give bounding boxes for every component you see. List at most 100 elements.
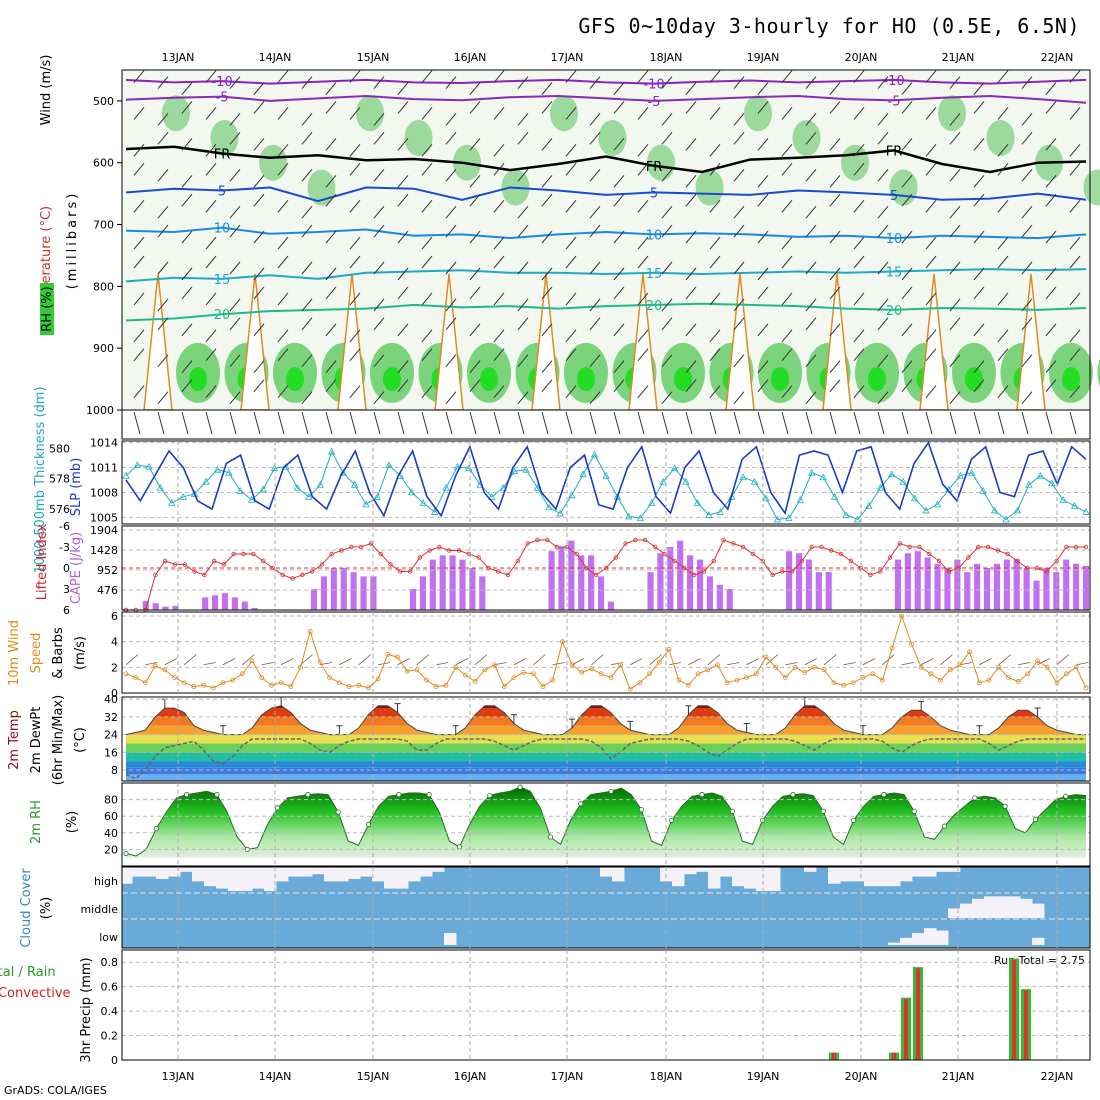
cloud-cover-block: [948, 908, 961, 918]
wind10m-point: [336, 680, 342, 686]
surface-wind-barb: [565, 411, 573, 435]
wind-barb: [949, 76, 961, 89]
cloud-panel: Cloud Cover (%) high middle low: [19, 866, 1091, 949]
cape-bar: [320, 576, 328, 610]
wind-barb: [541, 193, 553, 207]
lifted-index-point: [662, 551, 667, 557]
wind-barb: [373, 168, 385, 182]
ytick-label: 700: [93, 219, 114, 232]
cape-bar: [934, 563, 941, 610]
precip-convective-bar: [892, 1052, 896, 1060]
surface-wind-barb: [973, 411, 981, 435]
wind-barb: [757, 360, 769, 374]
lifted-index-point: [319, 562, 325, 567]
cloud-cover-block: [852, 867, 865, 882]
wind10m-barb: [203, 662, 216, 666]
lifted-index-point: [887, 555, 893, 560]
wind-barb: [781, 144, 793, 157]
wind-barb: [301, 298, 313, 312]
wind-barb: [157, 113, 169, 126]
wind-barb: [949, 261, 961, 275]
wind-barb: [709, 144, 721, 157]
wind-barb: [589, 391, 601, 404]
wind-barb: [517, 298, 529, 312]
wind-barb: [949, 298, 961, 312]
wind-barb: [277, 107, 289, 120]
cloud-cover-block: [120, 867, 133, 884]
thickness-point: [248, 496, 256, 503]
lifted-index-point: [642, 537, 648, 543]
wind10m-barb: [552, 662, 565, 666]
wind-barb: [205, 329, 217, 343]
thickness-point: [796, 496, 804, 503]
wind-barb: [157, 76, 169, 89]
wind10m-barb: [397, 658, 410, 666]
wind10m-barb: [222, 658, 236, 666]
lifted-index-point: [613, 555, 618, 560]
cape-bar: [1073, 563, 1080, 610]
wind-barb: [157, 261, 169, 275]
ytick-label: 0: [111, 687, 118, 700]
lifted-index-point: [1005, 551, 1010, 557]
wind10m-point: [307, 629, 313, 634]
cloud-cover-block: [972, 898, 985, 918]
surface-wind-barb: [805, 411, 813, 435]
wind-barb: [349, 144, 361, 157]
wind10m-point: [938, 677, 943, 683]
wind10m-point: [831, 680, 837, 686]
lifted-index-point: [780, 569, 785, 574]
cape-bar: [944, 567, 951, 610]
wind-barb: [733, 298, 745, 312]
wind10m-point: [453, 664, 459, 670]
isotherm-label: -5: [216, 91, 229, 106]
cape-bar: [607, 601, 615, 610]
top-day-label: 19JAN: [747, 51, 780, 64]
wind-barb: [517, 76, 529, 89]
wind-barb: [973, 193, 985, 207]
wind-barb: [301, 391, 313, 404]
wind-barb: [853, 199, 865, 213]
ytick-label: 32: [104, 711, 118, 724]
wind10m-point: [773, 664, 779, 670]
wind-barb: [493, 199, 505, 213]
wind-barb: [421, 255, 433, 269]
thickness-point: [865, 502, 873, 509]
wind10m-point: [899, 613, 905, 619]
rh-green-cell-upper: [986, 120, 1015, 156]
wind-barb: [157, 354, 169, 368]
wind-barb: [325, 193, 337, 207]
lifted-index-point: [594, 572, 599, 578]
thickness-point: [1048, 479, 1056, 487]
wind10m-point: [395, 654, 400, 660]
wind-barb: [397, 323, 409, 337]
thickness-point: [1070, 502, 1079, 509]
wind-barb: [469, 286, 481, 300]
cape-tick-label: 952: [97, 564, 118, 577]
wind-barb: [181, 193, 193, 207]
thickness-point: [442, 483, 450, 491]
wind10m-panel: 10m Wind Speed & Barbs (m/s) 0 2 4 6: [7, 610, 1091, 700]
cloud-cover-block: [600, 867, 613, 877]
wind-barb: [877, 205, 889, 219]
surface-wind-barb: [493, 411, 501, 435]
wind-barb: [397, 174, 409, 188]
wind10m-point: [385, 652, 391, 657]
wind-barb: [301, 76, 313, 89]
ytick-label: 20: [104, 843, 118, 856]
wind-barb: [637, 162, 649, 176]
wind-barb: [373, 391, 385, 404]
wind-barb: [973, 360, 985, 374]
cape-tick-label: 1428: [90, 544, 118, 557]
cape-bar: [657, 553, 664, 610]
thickness-point: [305, 493, 313, 500]
wind-barb: [253, 379, 265, 392]
wind-barb: [469, 101, 481, 114]
rh-green-cell-upper: [162, 95, 190, 132]
bottom-day-label: 17JAN: [551, 1070, 584, 1083]
lifted-index-point: [554, 544, 560, 550]
wind-barb: [853, 292, 865, 306]
wind-barb: [589, 354, 601, 368]
wind-barb: [325, 230, 337, 244]
wind-barb: [661, 76, 673, 89]
lifted-index-point: [456, 548, 462, 553]
